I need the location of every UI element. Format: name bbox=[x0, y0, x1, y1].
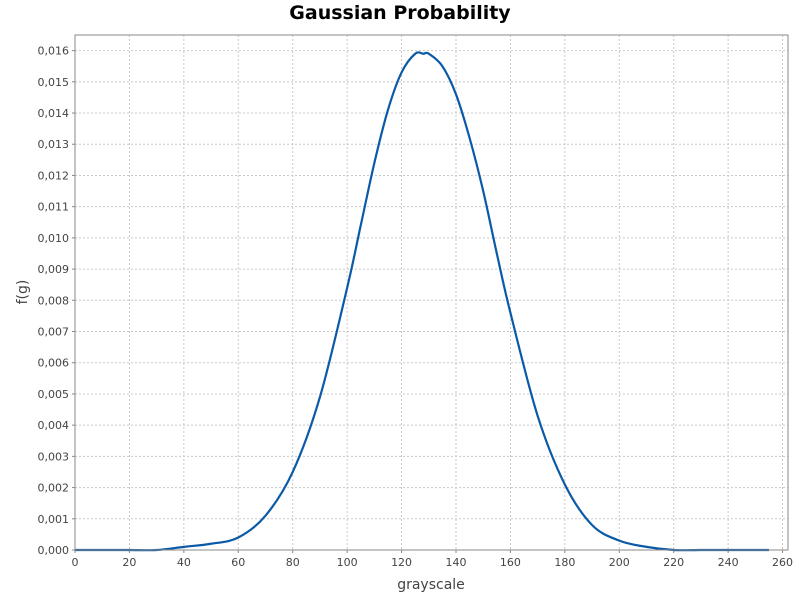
x-tick-label: 120 bbox=[391, 556, 412, 569]
y-tick-label: 0,003 bbox=[38, 450, 70, 463]
y-tick-label: 0,005 bbox=[38, 388, 70, 401]
y-tick-label: 0,009 bbox=[38, 263, 70, 276]
y-tick-label: 0,000 bbox=[38, 544, 70, 557]
y-tick-label: 0,004 bbox=[38, 419, 70, 432]
x-tick-label: 40 bbox=[177, 556, 191, 569]
x-axis-label: grayscale bbox=[397, 577, 465, 593]
x-tick-label: 80 bbox=[286, 556, 300, 569]
x-tick-label: 140 bbox=[445, 556, 466, 569]
plot-border bbox=[74, 34, 789, 551]
chart-title: Gaussian Probability bbox=[289, 2, 511, 24]
y-tick-label: 0,013 bbox=[38, 138, 70, 151]
y-tick-label: 0,006 bbox=[38, 357, 70, 370]
x-tick-label: 160 bbox=[500, 556, 521, 569]
y-tick-label: 0,014 bbox=[38, 107, 70, 120]
y-tick-label: 0,012 bbox=[38, 169, 70, 182]
x-tick-label: 0 bbox=[72, 556, 79, 569]
y-tick-label: 0,011 bbox=[38, 201, 70, 214]
y-tick-label: 0,010 bbox=[38, 232, 70, 245]
x-tick-label: 20 bbox=[122, 556, 136, 569]
y-tick-label: 0,008 bbox=[38, 294, 70, 307]
x-tick-label: 180 bbox=[554, 556, 575, 569]
y-axis-label: f(g) bbox=[15, 280, 31, 305]
x-tick-label: 260 bbox=[772, 556, 793, 569]
y-tick-label: 0,016 bbox=[38, 45, 70, 58]
x-tick-label: 60 bbox=[231, 556, 245, 569]
y-tick-label: 0,002 bbox=[38, 482, 70, 495]
axis-ticks: 0 20 40 60 80 100 120 140 160 180 200 220 240 260 0,00… bbox=[38, 45, 794, 569]
plot-background bbox=[75, 35, 788, 550]
y-tick-label: 0,001 bbox=[38, 513, 70, 526]
x-tick-label: 240 bbox=[718, 556, 739, 569]
x-tick-label: 100 bbox=[337, 556, 358, 569]
x-tick-label: 200 bbox=[609, 556, 630, 569]
gaussian-curve bbox=[74, 51, 769, 552]
y-tick-label: 0,015 bbox=[38, 76, 70, 89]
grid-lines bbox=[74, 35, 788, 551]
y-tick-label: 0,007 bbox=[38, 326, 70, 339]
x-tick-label: 220 bbox=[663, 556, 684, 569]
